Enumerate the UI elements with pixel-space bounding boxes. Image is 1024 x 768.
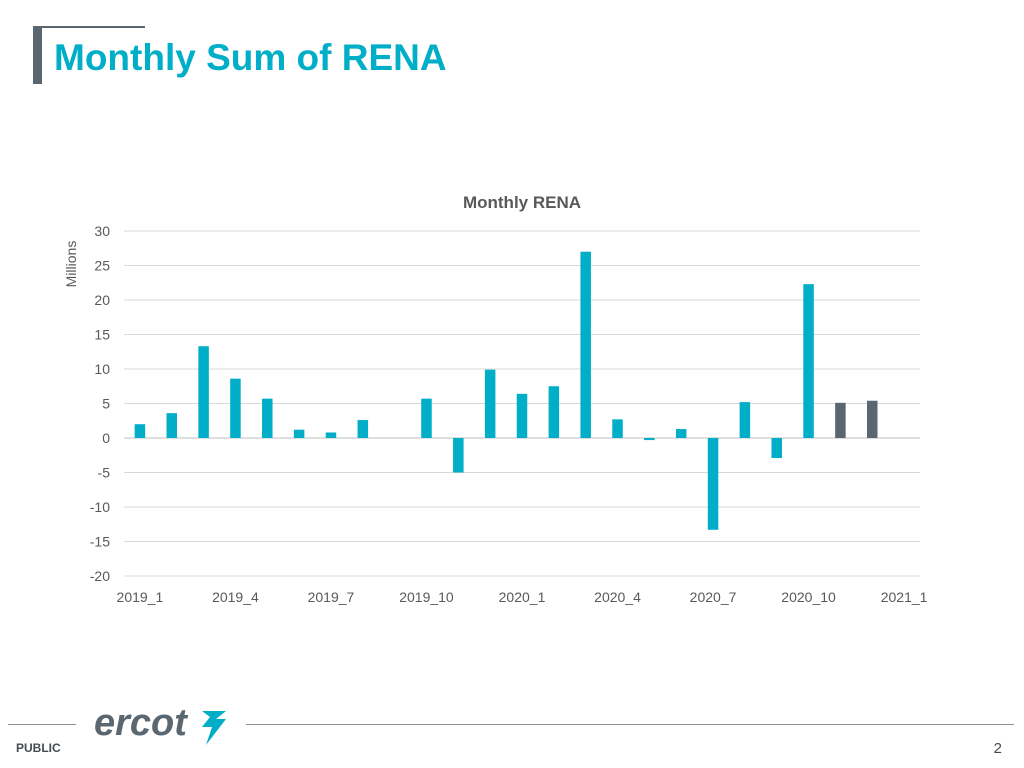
y-tick-label: 25 — [94, 258, 110, 274]
logo-wordmark: ercot — [94, 702, 188, 744]
y-tick-label: 10 — [94, 361, 110, 377]
y-axis-label: Millions — [63, 241, 79, 288]
bar-2020_12 — [866, 400, 878, 438]
bar-2020_4 — [612, 419, 623, 438]
bar-2019_3 — [198, 346, 209, 438]
y-tick-label: 5 — [102, 396, 110, 412]
y-tick-label: -10 — [90, 499, 110, 515]
bar-2019_11 — [453, 438, 464, 473]
bar-2019_6 — [293, 429, 305, 438]
bar-2019_12 — [484, 369, 496, 438]
page-number: 2 — [993, 740, 1002, 757]
x-tick-label: 2021_1 — [881, 589, 928, 605]
bar-2019_1 — [134, 424, 146, 438]
bar-2019_10 — [421, 398, 432, 438]
y-tick-label: -5 — [98, 465, 111, 481]
bar-2019_2 — [166, 413, 178, 438]
footer-divider-right — [246, 724, 1014, 725]
x-tick-label: 2019_7 — [308, 589, 355, 605]
bar-2020_5 — [644, 438, 655, 441]
y-tick-label: 20 — [94, 292, 110, 308]
x-tick-label: 2019_1 — [117, 589, 164, 605]
bar-2019_5 — [262, 398, 273, 438]
y-tick-label: 0 — [102, 430, 110, 446]
y-tick-label: -15 — [90, 534, 110, 550]
x-tick-label: 2020_1 — [499, 589, 546, 605]
bar-2020_2 — [548, 386, 560, 438]
bar-2020_9 — [771, 438, 782, 459]
x-tick-label: 2020_7 — [690, 589, 737, 605]
footer-divider-left — [8, 724, 76, 725]
bar-2019_4 — [230, 378, 241, 438]
title-accent-bar — [33, 26, 42, 84]
bar-2020_3 — [580, 251, 591, 438]
y-tick-label: 30 — [94, 223, 110, 239]
bar-2020_6 — [675, 429, 687, 438]
x-tick-label: 2019_10 — [399, 589, 454, 605]
x-tick-label: 2020_4 — [594, 589, 641, 605]
bar-2020_1 — [516, 393, 528, 438]
title-accent-line — [33, 26, 145, 28]
bar-2020_11 — [835, 402, 846, 438]
bar-2020_8 — [739, 402, 751, 438]
y-tick-label: -20 — [90, 568, 110, 584]
page-title: Monthly Sum of RENA — [54, 37, 447, 78]
bar-2020_10 — [803, 284, 814, 438]
bar-2019_7 — [325, 432, 337, 438]
lightning-icon — [202, 711, 226, 745]
footer-classification: PUBLIC — [16, 741, 61, 755]
x-tick-label: 2020_10 — [781, 589, 836, 605]
ercot-logo: ercot — [94, 702, 226, 745]
y-tick-label: 15 — [94, 327, 110, 343]
chart-title: Monthly RENA — [463, 193, 581, 212]
bar-2020_7 — [707, 438, 719, 530]
bar-2019_8 — [357, 420, 369, 438]
x-tick-label: 2019_4 — [212, 589, 259, 605]
